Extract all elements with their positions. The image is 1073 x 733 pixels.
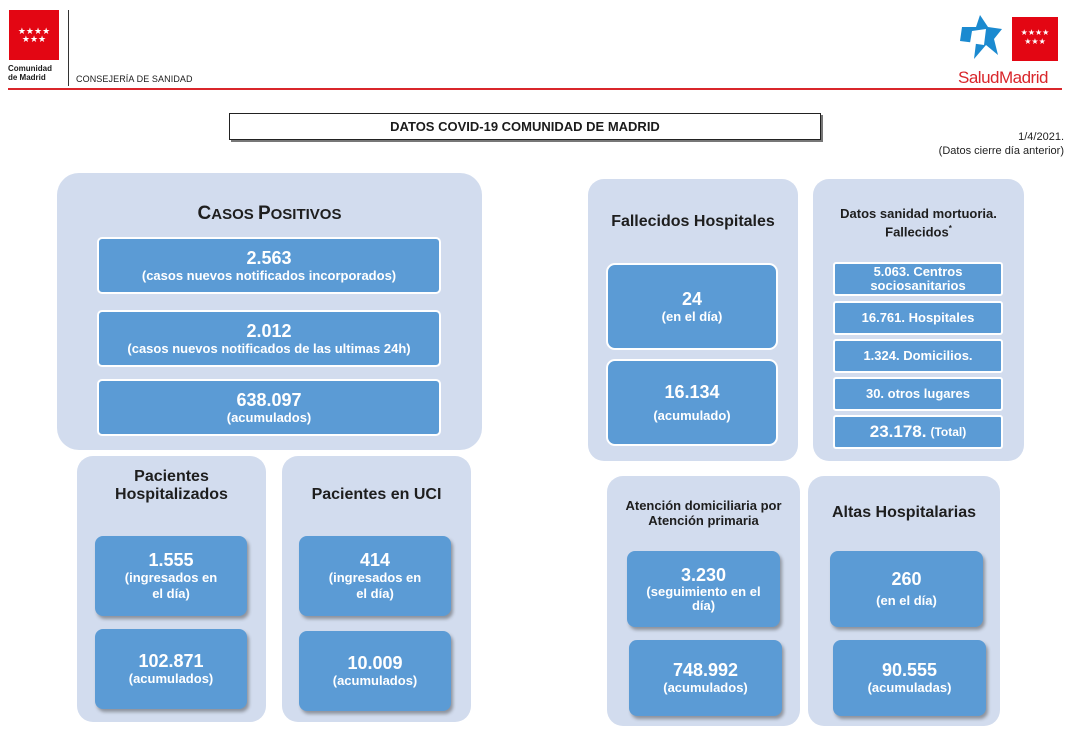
domiciliaria-acumulados-value: 748.992 [672, 660, 739, 680]
mortuoria-total: 23.178. (Total) [833, 415, 1003, 449]
report-date: 1/4/2021. (Datos cierre día anterior) [939, 130, 1064, 158]
mortuoria-item-1: 16.761. Hospitales [833, 301, 1003, 335]
uci-dia-label2: el día) [356, 586, 394, 601]
altas-dia-box: 260 (en el día) [830, 551, 983, 627]
mortuoria-item-0-line1: 5.063. Centros [873, 264, 963, 279]
fallecidos-dia-label: (en el día) [661, 308, 723, 324]
fallecidos-panel: Fallecidos Hospitales 24 (en el día) 16.… [588, 179, 798, 461]
fallecidos-dia-value: 24 [681, 288, 703, 309]
casos-acumulados-value: 638.097 [236, 389, 302, 410]
altas-dia-value: 260 [891, 569, 922, 589]
domiciliaria-panel: Atención domiciliaria por Atención prima… [607, 476, 800, 726]
org-name: Comunidad de Madrid [8, 64, 52, 82]
uci-acumulados-box: 10.009 (acumulados) [299, 631, 451, 711]
comunidad-madrid-logo: ★★★★ ★★★ [9, 10, 59, 60]
casos-nuevos-incorporados-label: (casos nuevos notificados incorporados) [141, 267, 397, 283]
altas-dia-label: (en el día) [876, 593, 937, 608]
altas-acumuladas-value: 90.555 [881, 660, 938, 680]
mortuoria-total-label: (Total) [930, 425, 967, 439]
domiciliaria-title-line1: Atención domiciliaria por [625, 498, 782, 513]
header-divider [68, 10, 69, 86]
hospitalizados-dia-value: 1.555 [148, 550, 194, 570]
casos-acumulados-label: (acumulados) [226, 409, 312, 425]
altas-acumuladas-label: (acumuladas) [867, 680, 952, 695]
domiciliaria-acumulados-label: (acumulados) [663, 680, 748, 695]
mortuoria-title: Datos sanidad mortuoria. Fallecidos* [813, 206, 1024, 239]
domiciliaria-seguimiento-box: 3.230 (seguimiento en el día) [627, 551, 780, 627]
fallecidos-acumulado-label: (acumulado) [653, 407, 731, 423]
casos-nuevos-incorporados-box: 2.563 (casos nuevos notificados incorpor… [97, 237, 441, 294]
hospitalizados-acumulados-value: 102.871 [138, 651, 204, 671]
mortuoria-total-value: 23.178. [869, 422, 927, 441]
hospitalizados-title: Pacientes Hospitalizados [77, 468, 266, 504]
uci-dia-label1: (ingresados en [328, 570, 422, 585]
mortuoria-item-3-line1: 30. otros lugares [865, 386, 971, 401]
casos-nuevos-24h-label: (casos nuevos notificados de las ultimas… [127, 340, 411, 356]
madrid-stars-icon: ★★★★ ★★★ [17, 26, 51, 44]
mortuoria-title-line2: Fallecidos [885, 224, 949, 240]
date-value: 1/4/2021. [1018, 131, 1064, 143]
mortuoria-item-1-line1: 16.761. Hospitales [861, 310, 975, 325]
domiciliaria-seguimiento-label2: día) [691, 598, 716, 613]
domiciliaria-acumulados-box: 748.992 (acumulados) [629, 640, 782, 716]
mortuoria-panel: Datos sanidad mortuoria. Fallecidos* 5.0… [813, 179, 1024, 461]
mortuoria-item-0-line2: sociosanitarios [870, 278, 966, 293]
altas-title: Altas Hospitalarias [831, 504, 977, 521]
casos-acumulados-box: 638.097 (acumulados) [97, 379, 441, 436]
page-title: DATOS COVID-19 COMUNIDAD DE MADRID [229, 113, 821, 140]
fallecidos-title: Fallecidos Hospitales [611, 213, 775, 230]
uci-panel: Pacientes en UCI 414 (ingresados en el d… [282, 456, 471, 722]
uci-acumulados-label: (acumulados) [332, 673, 418, 688]
fallecidos-acumulado-box: 16.134 (acumulado) [606, 359, 778, 446]
casos-positivos-panel: CASOS POSITIVOS 2.563 (casos nuevos noti… [57, 173, 482, 450]
saludmadrid-logo-icon: ★★★★ ★★★ [960, 15, 1058, 61]
uci-acumulados-value: 10.009 [347, 653, 403, 673]
domiciliaria-title: Atención domiciliaria por Atención prima… [607, 498, 800, 528]
title-initial-p: P [257, 203, 271, 224]
casos-nuevos-24h-value: 2.012 [246, 320, 292, 341]
mortuoria-item-3: 30. otros lugares [833, 377, 1003, 411]
domiciliaria-seguimiento-value: 3.230 [680, 565, 727, 585]
domiciliaria-seguimiento-label1: (seguimiento en el [646, 584, 761, 599]
svg-text:★★★★: ★★★★ [1021, 28, 1050, 37]
hospitalizados-title-line2: Hospitalizados [115, 486, 228, 503]
fallecidos-dia-box: 24 (en el día) [606, 263, 778, 350]
hospitalizados-dia-box: 1.555 (ingresados en el día) [95, 536, 247, 616]
altas-acumuladas-box: 90.555 (acumuladas) [833, 640, 986, 716]
brand-name: SaludMadrid [958, 68, 1048, 87]
uci-title: Pacientes en UCI [311, 486, 442, 503]
hospitalizados-acumulados-box: 102.871 (acumulados) [95, 629, 247, 709]
mortuoria-item-0: 5.063. Centros sociosanitarios [833, 262, 1003, 296]
org-name-line2: de Madrid [8, 73, 46, 82]
svg-text:★★★: ★★★ [1024, 37, 1046, 46]
header-rule [8, 88, 1062, 90]
hospitalizados-dia-label1: (ingresados en [124, 570, 218, 585]
hospitalizados-dia-label2: el día) [152, 586, 190, 601]
title-rest-casos: ASOS [211, 206, 258, 223]
fallecidos-acumulado-value: 16.134 [664, 381, 720, 402]
mortuoria-title-line1: Datos sanidad mortuoria. [840, 206, 997, 221]
uci-dia-value: 414 [359, 550, 391, 570]
mortuoria-item-2: 1.324. Domicilios. [833, 339, 1003, 373]
casos-nuevos-24h-box: 2.012 (casos nuevos notificados de las u… [97, 310, 441, 367]
mortuoria-title-mark: * [948, 224, 952, 233]
hospitalizados-panel: Pacientes Hospitalizados 1.555 (ingresad… [77, 456, 266, 722]
title-rest-positivos: OSITIVOS [270, 206, 342, 223]
hospitalizados-title-line1: Pacientes [134, 468, 209, 485]
altas-panel: Altas Hospitalarias 260 (en el día) 90.5… [808, 476, 1000, 726]
department-name: CONSEJERÍA DE SANIDAD [76, 74, 193, 84]
casos-nuevos-incorporados-value: 2.563 [246, 247, 292, 268]
domiciliaria-title-line2: Atención primaria [648, 513, 759, 528]
uci-dia-box: 414 (ingresados en el día) [299, 536, 451, 616]
title-initial-c: C [197, 203, 212, 224]
mortuoria-item-2-line1: 1.324. Domicilios. [863, 348, 973, 363]
org-name-line1: Comunidad [8, 64, 52, 73]
hospitalizados-acumulados-label: (acumulados) [128, 671, 214, 686]
date-note: (Datos cierre día anterior) [938, 145, 1064, 157]
casos-positivos-title: CASOS POSITIVOS [57, 203, 482, 225]
